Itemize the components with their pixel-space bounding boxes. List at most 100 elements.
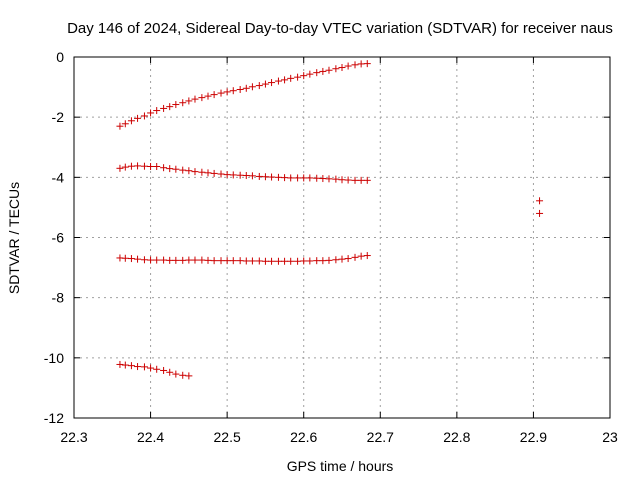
data-point <box>344 62 352 70</box>
x-tick-label: 22.5 <box>214 429 241 445</box>
data-point <box>185 167 193 175</box>
data-point <box>127 162 135 170</box>
y-tick-labels: 0 -2 -4 -6 -8 -10 -12 <box>44 49 64 426</box>
data-point <box>300 257 308 265</box>
data-point <box>121 361 129 369</box>
data-point <box>210 169 218 177</box>
data-point <box>217 257 225 265</box>
data-point <box>274 257 282 265</box>
data-point <box>116 164 124 172</box>
data-point <box>363 176 371 184</box>
data-point <box>229 171 237 179</box>
data-point <box>248 83 256 91</box>
data-point <box>351 253 359 261</box>
data-point <box>153 365 161 373</box>
x-tick-label: 22.8 <box>443 429 470 445</box>
axis-ticks <box>73 56 611 419</box>
data-point <box>255 257 263 265</box>
data-point <box>116 360 124 368</box>
y-tick-label: 0 <box>56 49 64 65</box>
data-point <box>179 99 187 107</box>
data-point <box>363 60 371 68</box>
data-point <box>140 256 148 264</box>
data-point <box>313 174 321 182</box>
data-point <box>147 256 155 264</box>
data-point <box>357 176 365 184</box>
data-point <box>294 257 302 265</box>
data-point <box>166 165 174 173</box>
data-point <box>313 69 321 77</box>
y-tick-label: -8 <box>52 290 65 306</box>
data-point <box>153 163 161 171</box>
data-point <box>172 165 180 173</box>
data-point <box>344 176 352 184</box>
data-point <box>287 257 295 265</box>
data-point <box>306 257 314 265</box>
data-point <box>140 162 148 170</box>
grid <box>74 57 610 418</box>
data-point <box>255 82 263 90</box>
data-point <box>287 74 295 82</box>
x-axis-label: GPS time / hours <box>287 458 394 474</box>
data-point <box>185 97 193 105</box>
data-point <box>236 85 244 93</box>
data-point <box>229 257 237 265</box>
data-point <box>147 163 155 171</box>
data-point <box>306 70 314 78</box>
data-point <box>319 67 327 75</box>
data-point <box>160 366 168 374</box>
data-point <box>274 77 282 85</box>
data-point <box>268 173 276 181</box>
y-tick-label: -6 <box>52 230 65 246</box>
y-tick-label: -2 <box>52 109 65 125</box>
data-point <box>166 368 174 376</box>
data-point <box>204 92 212 100</box>
data-point <box>268 79 276 87</box>
data-point <box>198 168 206 176</box>
data-point <box>179 166 187 174</box>
data-point <box>166 103 174 111</box>
data-point <box>261 257 269 265</box>
data-point <box>140 363 148 371</box>
data-point <box>153 256 161 264</box>
data-point <box>261 173 269 181</box>
data-point <box>274 173 282 181</box>
data-point <box>147 109 155 117</box>
data-point <box>325 256 333 264</box>
data-point <box>134 162 142 170</box>
data-point <box>268 257 276 265</box>
data-point <box>204 169 212 177</box>
data-point <box>140 112 148 120</box>
data-point <box>344 255 352 263</box>
y-axis-label: SDTVAR / TECUs <box>6 182 22 294</box>
data-point <box>210 91 218 99</box>
data-point <box>338 176 346 184</box>
data-point <box>242 172 250 180</box>
data-point <box>204 256 212 264</box>
data-point <box>191 256 199 264</box>
data-point <box>223 171 231 179</box>
x-tick-label: 23 <box>602 429 618 445</box>
data-point <box>236 171 244 179</box>
data-point <box>191 168 199 176</box>
data-point <box>179 371 187 379</box>
data-point <box>236 257 244 265</box>
data-point <box>338 255 346 263</box>
y-tick-label: -10 <box>44 350 64 366</box>
data-point <box>242 84 250 92</box>
y-tick-label: -12 <box>44 410 64 426</box>
chart-title: Day 146 of 2024, Sidereal Day-to-day VTE… <box>67 20 613 37</box>
data-point <box>121 163 129 171</box>
data-point <box>281 257 289 265</box>
data-point <box>198 94 206 102</box>
data-point <box>300 174 308 182</box>
data-point <box>242 257 250 265</box>
data-point <box>351 176 359 184</box>
data-point <box>179 256 187 264</box>
x-tick-labels: 22.3 22.4 22.5 22.6 22.7 22.8 22.9 23 <box>60 429 618 445</box>
data-point <box>160 164 168 172</box>
data-point <box>191 95 199 103</box>
data-point <box>217 89 225 97</box>
data-point <box>116 122 124 130</box>
